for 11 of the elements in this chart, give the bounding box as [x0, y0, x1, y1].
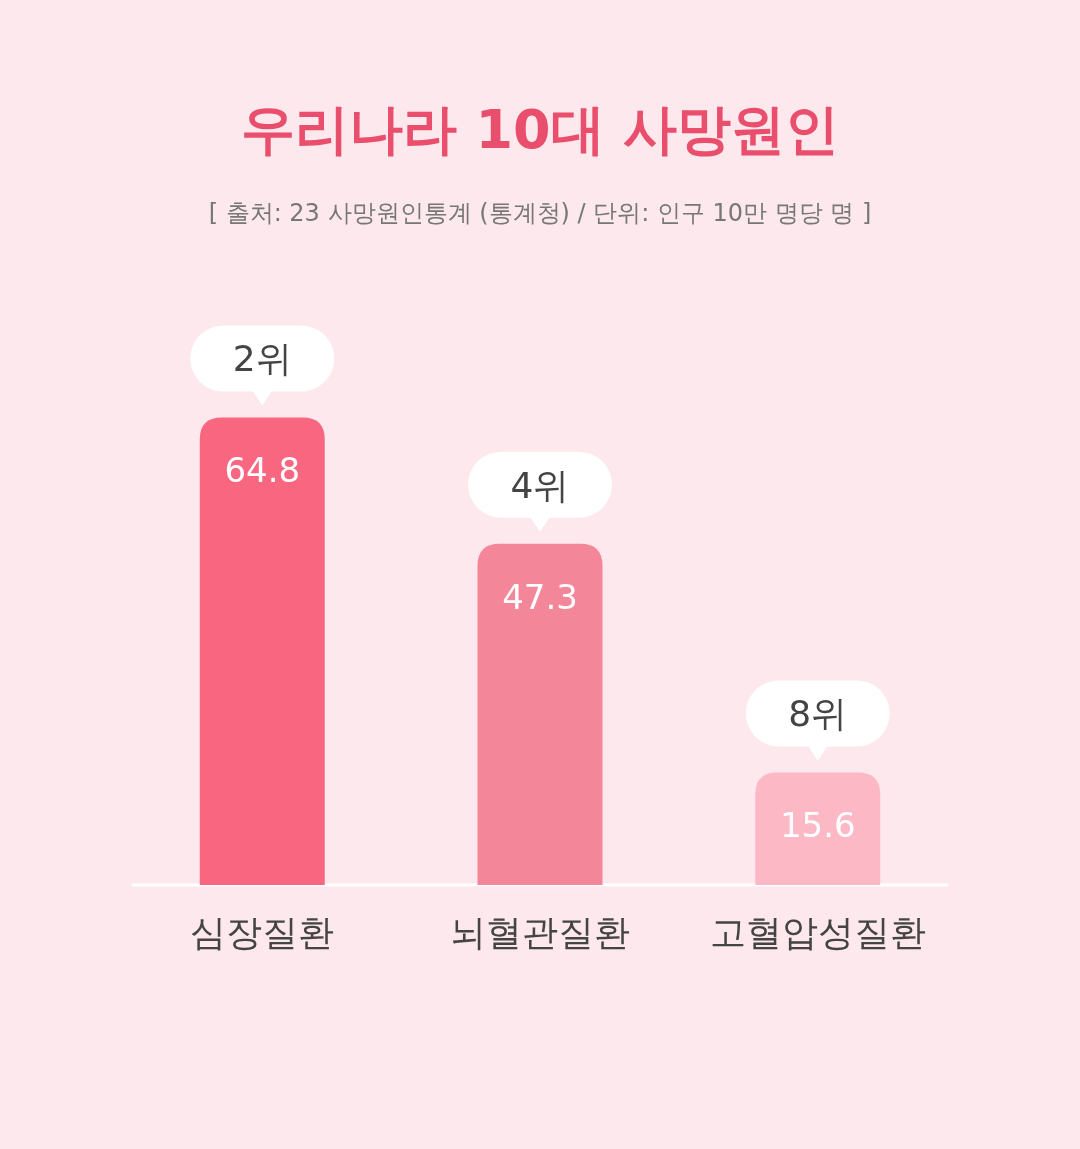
- data-label: 64.8: [224, 450, 301, 491]
- x-tick-label: 심장질환: [190, 912, 335, 953]
- x-tick-label: 뇌혈관질환: [450, 912, 630, 953]
- annotation: 8위: [788, 693, 848, 735]
- chart-subtitle: [ 출처: 23 사망원인통계 (통계청) / 단위: 인구 10만 명당 명 ]: [208, 199, 872, 227]
- chart-title: 우리나라 10대 사망원인: [240, 98, 840, 161]
- annotation: 4위: [510, 464, 570, 506]
- data-label: 47.3: [502, 576, 578, 617]
- data-label: 15.6: [779, 805, 856, 846]
- annotation: 2위: [232, 338, 292, 380]
- x-tick-label: 고혈압성질환: [709, 912, 926, 953]
